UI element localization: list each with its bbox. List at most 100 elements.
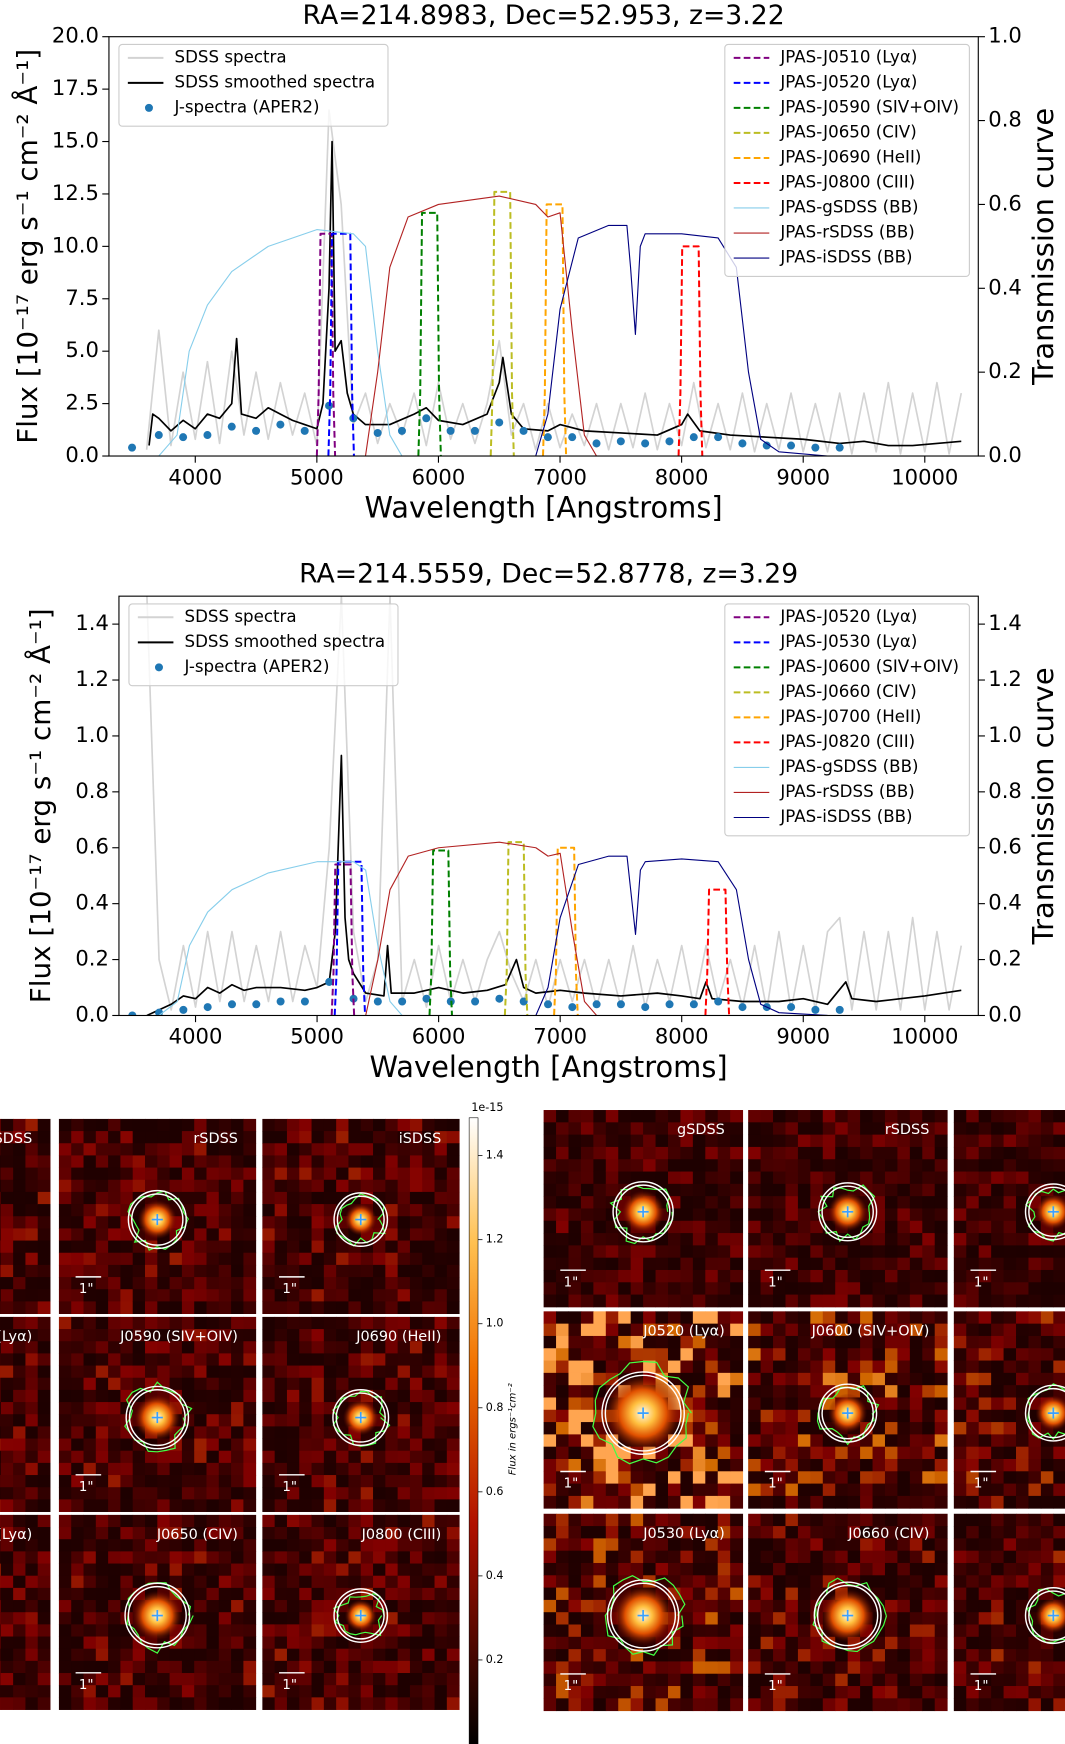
image-pixel (336, 1168, 349, 1181)
image-pixel (823, 1295, 836, 1308)
image-pixel (231, 1402, 244, 1415)
image-pixel (785, 1397, 798, 1410)
image-pixel (348, 1180, 361, 1193)
image-pixel (108, 1414, 121, 1427)
image-pixel (108, 1673, 121, 1686)
image-pixel (410, 1216, 423, 1229)
image-pixel (568, 1410, 581, 1423)
image-pixel (748, 1172, 761, 1185)
image-pixel (544, 1397, 557, 1410)
image-pixel (581, 1172, 594, 1185)
image-pixel (194, 1673, 207, 1686)
image-pixel (13, 1192, 26, 1205)
image-pixel (336, 1515, 349, 1528)
image-pixel (275, 1527, 288, 1540)
data-point (155, 431, 163, 439)
image-pixel (194, 1289, 207, 1302)
image-pixel (206, 1487, 219, 1500)
image-pixel (231, 1649, 244, 1662)
image-pixel (312, 1661, 325, 1674)
image-pixel (848, 1447, 861, 1460)
image-pixel (835, 1526, 848, 1539)
image-pixel (593, 1625, 606, 1638)
image-pixel (373, 1649, 386, 1662)
image-pixel (935, 1397, 948, 1410)
image-pixel (120, 1439, 133, 1452)
image-pixel (84, 1697, 97, 1710)
image-pixel (593, 1258, 606, 1271)
image-pixel (231, 1289, 244, 1302)
image-pixel (785, 1637, 798, 1650)
image-pixel (730, 1135, 743, 1148)
image-pixel (1, 1390, 14, 1403)
image-pixel (422, 1228, 435, 1241)
image-pixel (885, 1434, 898, 1447)
image-pixel (910, 1551, 923, 1564)
image-pixel (194, 1253, 207, 1266)
image-pixel (979, 1551, 992, 1564)
image-pixel (1, 1685, 14, 1698)
image-pixel (108, 1624, 121, 1637)
image-pixel (810, 1135, 823, 1148)
image-pixel (120, 1228, 133, 1241)
image-pixel (299, 1119, 312, 1132)
image-pixel (96, 1624, 109, 1637)
image-pixel (96, 1241, 109, 1254)
image-pixel (935, 1637, 948, 1650)
image-pixel (922, 1184, 935, 1197)
data-point (228, 423, 236, 431)
image-pixel (194, 1216, 207, 1229)
image-pixel (385, 1131, 398, 1144)
image-pixel (1004, 1397, 1017, 1410)
image-pixel (1028, 1295, 1041, 1308)
image-pixel (693, 1295, 706, 1308)
image-pixel (897, 1348, 910, 1361)
y-tick-label: 20.0 (52, 23, 99, 48)
image-pixel (693, 1434, 706, 1447)
image-pixel (823, 1551, 836, 1564)
image-pixel (398, 1588, 411, 1601)
image-pixel (730, 1245, 743, 1258)
legend-label: JPAS-J0700 (HeII) (779, 707, 921, 726)
image-pixel (860, 1295, 873, 1308)
image-pixel (979, 1637, 992, 1650)
image-pixel (108, 1685, 121, 1698)
image-pixel (108, 1527, 121, 1540)
image-pixel (935, 1686, 948, 1699)
image-pixel (730, 1172, 743, 1185)
image-pixel (13, 1253, 26, 1266)
legend-label: SDSS spectra (175, 47, 287, 66)
image-pixel (108, 1353, 121, 1366)
image-pixel (873, 1447, 886, 1460)
image-pixel (922, 1311, 935, 1324)
image-pixel (656, 1514, 669, 1527)
image-pixel (182, 1475, 195, 1488)
image-pixel (435, 1204, 448, 1217)
image-pixel (231, 1317, 244, 1330)
image-pixel (262, 1661, 275, 1674)
image-pixel (182, 1301, 195, 1314)
image-pixel (447, 1539, 460, 1552)
image-pixel (243, 1241, 256, 1254)
image-pixel (556, 1196, 569, 1209)
image-pixel (954, 1282, 967, 1295)
image-pixel (410, 1661, 423, 1674)
image-pixel (84, 1527, 97, 1540)
image-pixel (1041, 1459, 1054, 1472)
image-pixel (410, 1475, 423, 1488)
image-pixel (324, 1168, 337, 1181)
image-pixel (705, 1311, 718, 1324)
image-pixel (1016, 1447, 1029, 1460)
image-pixel (885, 1233, 898, 1246)
image-pixel (262, 1475, 275, 1488)
image-pixel (1, 1624, 14, 1637)
image-pixel (761, 1233, 774, 1246)
image-pixel (25, 1426, 38, 1439)
image-pixel (361, 1265, 374, 1278)
image-pixel (618, 1674, 631, 1687)
image-pixel (1041, 1258, 1054, 1271)
image-pixel (275, 1241, 288, 1254)
image-pixel (219, 1637, 232, 1650)
image-pixel (275, 1624, 288, 1637)
image-pixel (705, 1258, 718, 1271)
